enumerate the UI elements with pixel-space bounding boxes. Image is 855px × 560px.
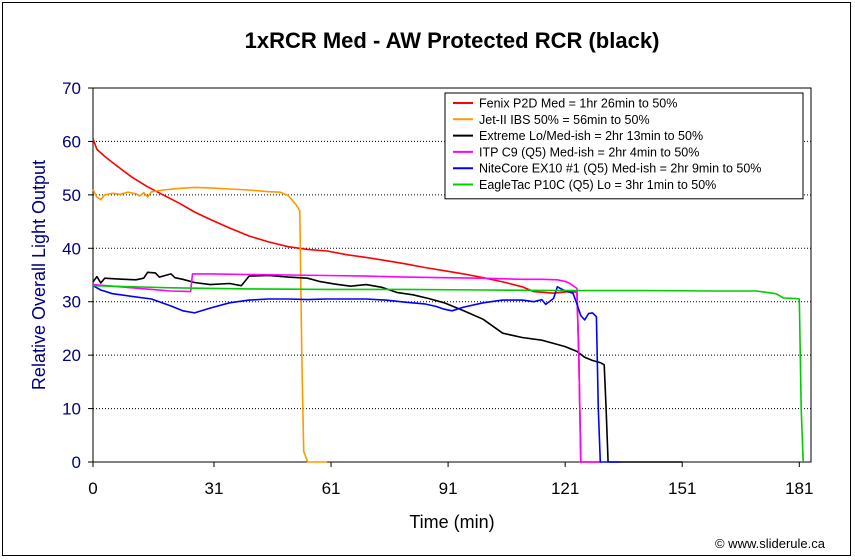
series-line-4: [92, 273, 601, 463]
y-tick-label: 30: [62, 293, 81, 312]
x-tick-label: 0: [88, 479, 97, 498]
series-line-5: [92, 284, 620, 463]
x-tick-label: 61: [322, 479, 341, 498]
y-axis-label: Relative Overall Light Output: [29, 160, 49, 390]
x-tick-label: 31: [205, 479, 224, 498]
x-axis-label: Time (min): [409, 512, 494, 532]
legend-entry: NiteCore EX10 #1 (Q5) Med-ish = 2hr 9min…: [479, 162, 761, 176]
legend: Fenix P2D Med = 1hr 26min to 50% Jet-II I…: [444, 92, 804, 200]
y-tick-label: 60: [62, 132, 81, 151]
legend-entry: Fenix P2D Med = 1hr 26min to 50%: [479, 97, 677, 111]
y-tick-label: 70: [62, 79, 81, 98]
credit-text: © www.sliderule.ca: [715, 536, 826, 551]
plot-border: [92, 87, 812, 463]
x-tick-label: 181: [785, 479, 813, 498]
series-line-1: [92, 138, 601, 463]
y-tick-label: 20: [62, 346, 81, 365]
legend-entry: EagleTac P10C (Q5) Lo = 3hr 1min to 50%: [479, 178, 716, 192]
series-line-6: [92, 284, 804, 463]
x-tick-label: 91: [439, 479, 458, 498]
series-line-2: [92, 186, 328, 463]
y-tick-label: 0: [72, 453, 81, 472]
x-tick-label: 151: [668, 479, 696, 498]
legend-entry: Extreme Lo/Med-ish = 2hr 13min to 50%: [479, 129, 703, 143]
y-tick-label: 50: [62, 186, 81, 205]
y-tick-label: 40: [62, 239, 81, 258]
chart-title: 1xRCR Med - AW Protected RCR (black): [245, 28, 660, 53]
legend-entry: ITP C9 (Q5) Med-ish = 2hr 4min to 50%: [479, 145, 699, 159]
legend-entry: Jet-II IBS 50% = 56min to 50%: [479, 113, 650, 127]
legend-box: [444, 92, 804, 200]
x-tick-label: 121: [551, 479, 579, 498]
y-tick-label: 10: [62, 400, 81, 419]
